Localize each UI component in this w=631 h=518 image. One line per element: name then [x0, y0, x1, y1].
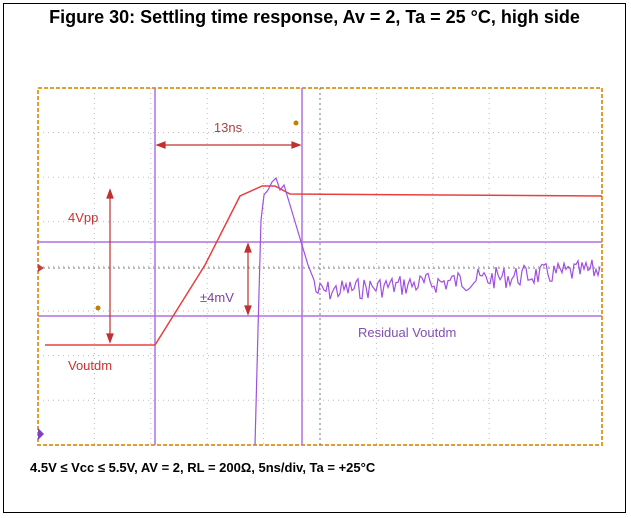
- ch-marker: [38, 428, 44, 440]
- amp-label: 4Vpp: [68, 210, 98, 225]
- red-trace: [45, 185, 603, 346]
- band-label: ±4mV: [200, 290, 234, 305]
- purple-trace: [254, 176, 601, 446]
- figure-frame: Figure 30: Settling time response, Av = …: [3, 3, 626, 513]
- figure-title: Figure 30: Settling time response, Av = …: [49, 7, 580, 27]
- cursors: [38, 88, 602, 445]
- caption: 4.5V ≤ Vcc ≤ 5.5V, AV = 2, RL = 200Ω, 5n…: [30, 460, 376, 475]
- marker: [95, 305, 101, 311]
- ch-marker: [38, 264, 44, 272]
- signal-label: Voutdm: [68, 358, 112, 373]
- grid: [38, 88, 602, 445]
- scope-border: [37, 87, 603, 446]
- arrows: [106, 141, 302, 344]
- residual-label: Residual Voutdm: [358, 325, 456, 340]
- time-label: 13ns: [214, 120, 243, 135]
- marker: [293, 120, 299, 126]
